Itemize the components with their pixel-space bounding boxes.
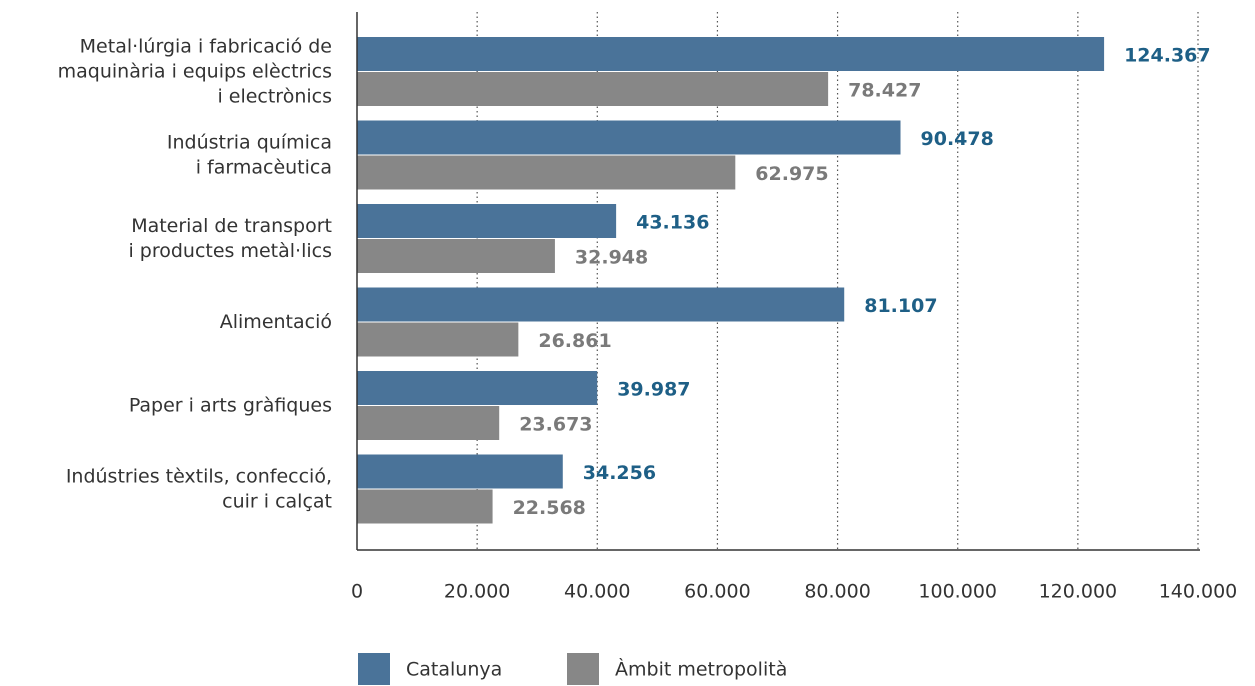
category-label: Paper i arts gràfiques: [129, 394, 332, 416]
bar: [357, 489, 493, 524]
x-tick-label: 20.000: [444, 581, 510, 603]
bar: [357, 371, 598, 405]
value-label: 62.975: [755, 163, 828, 185]
category-label: Metal·lúrgia i fabricació de maquinària i…: [58, 35, 332, 107]
value-label: 23.673: [519, 414, 592, 436]
value-label: 81.107: [864, 295, 937, 317]
legend-label: Àmbit metropolità: [615, 658, 787, 681]
category-line: i electrònics: [217, 85, 332, 107]
category-line: maquinària i equips elèctrics: [58, 60, 332, 82]
bar: [357, 72, 829, 106]
x-tick-label: 60.000: [684, 581, 750, 603]
bar: [357, 204, 617, 238]
value-label: 22.568: [513, 497, 586, 519]
category-label: Material de transport i productes metàl·l…: [128, 215, 332, 262]
value-label: 78.427: [848, 80, 921, 102]
value-label: 124.367: [1124, 45, 1211, 67]
bar: [357, 120, 901, 155]
category-line: cuir i calçat: [222, 490, 332, 512]
category-line: Indústries tèxtils, confecció,: [66, 465, 332, 487]
bar: [357, 287, 845, 322]
bar: [357, 37, 1105, 71]
category-line: i farmacèutica: [196, 156, 332, 178]
legend-swatch: [567, 653, 599, 685]
x-tick-label: 140.000: [1159, 581, 1238, 603]
x-tick-label: 40.000: [564, 581, 630, 603]
bar: [357, 155, 736, 190]
value-label: 32.948: [575, 247, 648, 269]
category-label: Indústries tèxtils, confecció, cuir i cal…: [66, 465, 332, 512]
bar: [357, 406, 500, 440]
value-label: 34.256: [583, 462, 656, 484]
value-label: 43.136: [636, 212, 709, 234]
x-tick-label: 80.000: [804, 581, 870, 603]
x-tick-label: 120.000: [1039, 581, 1118, 603]
bar: [357, 322, 519, 357]
category-label: Indústria química i farmacèutica: [167, 131, 332, 178]
category-line: Metal·lúrgia i fabricació de: [80, 35, 332, 57]
category-line: Alimentació: [220, 311, 332, 333]
category-line: Material de transport: [131, 215, 332, 237]
legend-swatch: [358, 653, 390, 685]
x-tick-label: 100.000: [918, 581, 997, 603]
bar: [357, 454, 563, 489]
category-line: Paper i arts gràfiques: [129, 394, 332, 416]
category-label: Alimentació: [220, 311, 332, 333]
value-label: 39.987: [617, 379, 690, 401]
x-tick-label: 0: [351, 581, 363, 603]
bar: [357, 239, 555, 273]
category-line: Indústria química: [167, 131, 332, 153]
value-label: 26.861: [538, 330, 611, 352]
legend-label: Catalunya: [406, 659, 502, 681]
value-label: 90.478: [921, 128, 994, 150]
category-line: i productes metàl·lics: [128, 240, 332, 262]
